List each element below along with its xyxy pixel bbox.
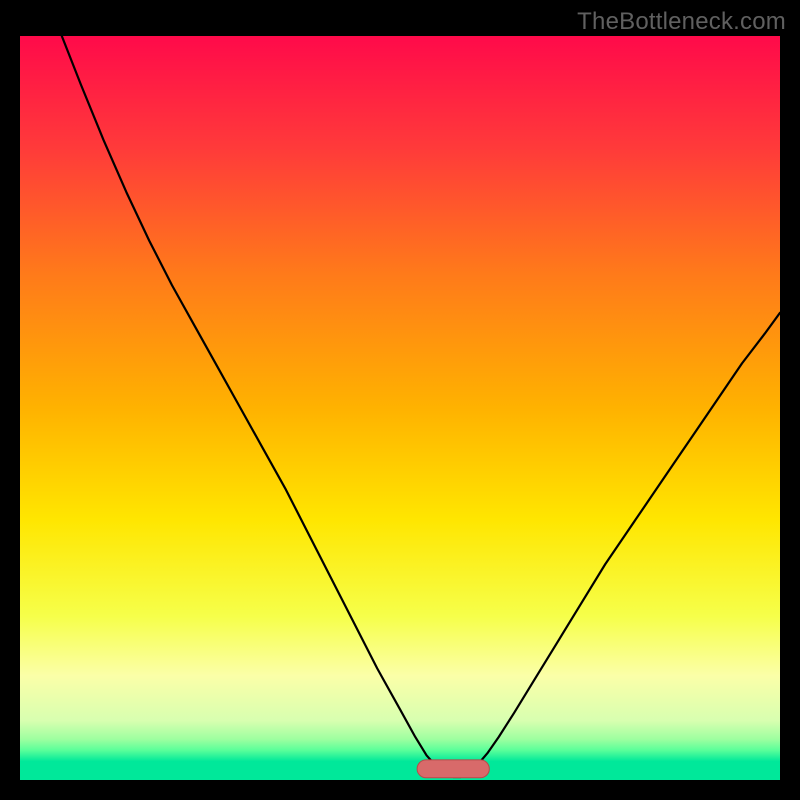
watermark-text: TheBottleneck.com (577, 8, 786, 36)
plot-svg (20, 36, 780, 780)
chart-frame: TheBottleneck.com (0, 0, 800, 800)
plot-background (20, 36, 780, 780)
bottleneck-plot (20, 36, 780, 780)
optimal-range-marker (417, 760, 489, 778)
